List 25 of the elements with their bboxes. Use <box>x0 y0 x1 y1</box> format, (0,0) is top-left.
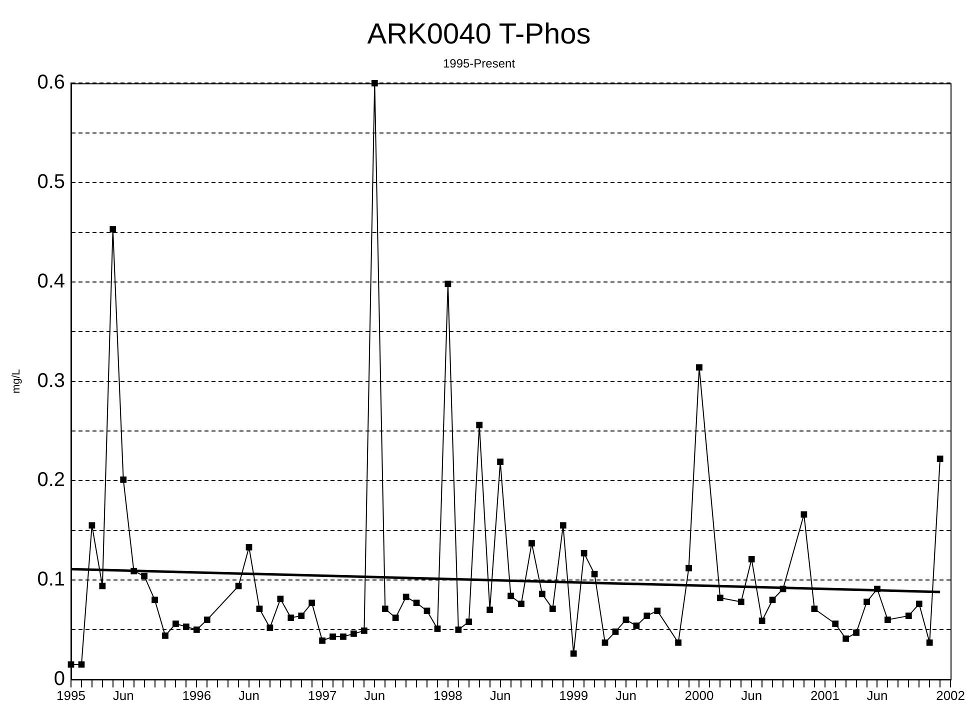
x-tick-label: 2001 <box>810 688 840 703</box>
y-tick-label: 0.4 <box>37 270 66 292</box>
y-tick-label: 0 <box>54 668 66 690</box>
x-tick-label: 1996 <box>182 688 212 703</box>
chart-subtitle: 1995-Present <box>442 56 516 70</box>
x-tick-label: 1998 <box>433 688 462 703</box>
x-tick-label: Jun <box>490 688 511 703</box>
x-tick-label: 2002 <box>936 688 965 703</box>
x-tick-label: 1997 <box>308 688 337 703</box>
x-tick-label: 1995 <box>56 688 86 703</box>
x-tick-label: Jun <box>615 688 636 703</box>
x-tick-label: Jun <box>364 688 386 703</box>
y-tick-label: 0.2 <box>37 469 66 492</box>
x-tick-label: 2000 <box>684 688 714 703</box>
x-tick-label: Jun <box>741 688 762 703</box>
y-axis-title: mg/L <box>10 369 23 394</box>
x-tick-label: Jun <box>866 688 888 703</box>
x-tick-label: Jun <box>238 688 260 703</box>
y-tick-label: 0.3 <box>37 370 66 392</box>
x-tick-label: Jun <box>112 688 134 703</box>
y-tick-label: 0.6 <box>37 72 66 94</box>
y-tick-label: 0.1 <box>37 568 66 591</box>
y-tick-label: 0.5 <box>37 171 66 194</box>
x-tick-label: 1999 <box>559 688 588 703</box>
chart-title: ARK0040 T-Phos <box>367 18 591 50</box>
